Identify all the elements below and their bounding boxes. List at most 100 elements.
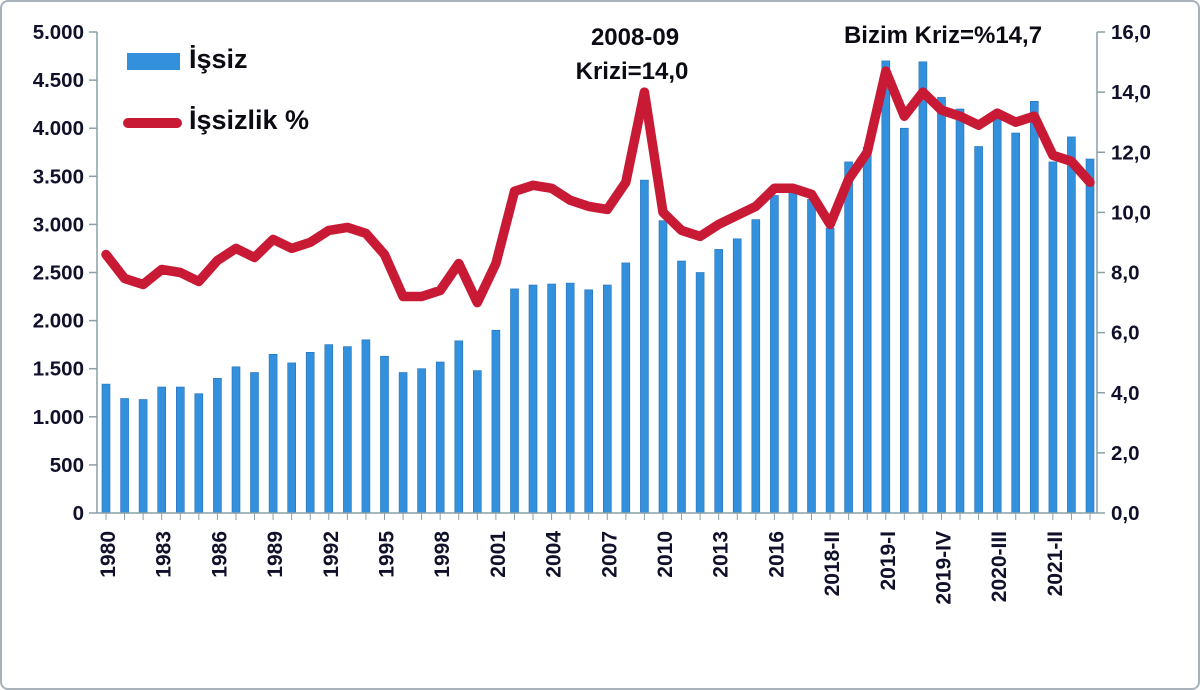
x-axis-label-2018-II: 2018-II	[821, 531, 844, 596]
bar-2021-I	[1030, 101, 1039, 514]
bar-2008	[621, 262, 631, 514]
bar-2020-IV	[1011, 132, 1021, 514]
bar-1990	[287, 362, 297, 514]
bar-2019-IV	[937, 97, 946, 514]
bar-1998	[435, 361, 445, 514]
x-axis-label-2013: 2013	[710, 531, 733, 578]
bar-2006	[584, 289, 594, 514]
legend-line-swatch	[123, 118, 182, 128]
bar-1993	[343, 346, 352, 514]
x-axis-label-2016: 2016	[765, 531, 788, 578]
left-axis-tick-label: 2.000	[33, 310, 84, 333]
x-axis-label-2020-III: 2020-III	[988, 531, 1011, 602]
bar-2021-III	[1067, 136, 1076, 514]
right-axis-tick-label: 2,0	[1111, 442, 1140, 465]
bar-1989	[268, 353, 278, 514]
x-axis-label-2007: 2007	[598, 531, 621, 578]
bar-2020-III	[992, 116, 1002, 514]
bar-1981	[120, 398, 129, 514]
left-axis-tick-label: 500	[50, 454, 84, 477]
annotation-2008-09-crisis-line1: 2008-09	[590, 24, 680, 51]
bar-2020-I	[955, 108, 965, 514]
left-axis-tick-label: 1.000	[33, 406, 84, 429]
bar-2021-IV	[1085, 158, 1095, 514]
x-axis-label-1998: 1998	[431, 531, 454, 578]
right-axis-tick-label: 12,0	[1111, 141, 1151, 164]
bar-1983	[157, 386, 166, 514]
bar-1995	[380, 355, 389, 514]
annotation-2008-09-crisis-line2: Krizi=14,0	[575, 58, 689, 85]
bar-1992	[324, 344, 334, 514]
x-axis-label-1986: 1986	[208, 531, 231, 578]
legend-bar-swatch	[127, 53, 180, 70]
left-axis-tick-label: 2.500	[33, 262, 84, 285]
bar-2001	[491, 329, 501, 514]
left-axis-tick-label: 3.500	[33, 165, 84, 188]
x-axis-label-1980: 1980	[97, 531, 120, 578]
bar-2021-II	[1048, 161, 1058, 514]
bar-2019-III	[918, 61, 928, 514]
bar-2017	[788, 188, 798, 514]
bar-1997	[417, 368, 426, 514]
bar-2009	[640, 179, 649, 514]
x-axis-label-1989: 1989	[264, 531, 287, 578]
left-axis-tick-label: 1.500	[33, 358, 84, 381]
bar-2002	[510, 288, 519, 514]
right-axis-tick-label: 10,0	[1111, 201, 1151, 224]
bar-2015	[751, 219, 761, 514]
bar-1982	[138, 399, 148, 514]
bar-2018-IV	[862, 147, 872, 514]
bar-1980	[101, 383, 111, 514]
right-axis-tick-label: 6,0	[1111, 322, 1140, 345]
x-axis-label-2019-IV: 2019-IV	[933, 531, 956, 605]
bar-2019-II	[899, 127, 909, 514]
bar-2010	[658, 220, 668, 514]
line-issizlik-rate	[101, 66, 1095, 308]
bar-2018-II	[825, 227, 835, 514]
x-axis-label-2019-I: 2019-I	[877, 531, 900, 591]
right-axis-tick-label: 14,0	[1111, 81, 1151, 104]
bars-issiz	[101, 60, 1095, 514]
annotation-2019-crisis: Bizim Kriz=%14,7	[843, 22, 1043, 49]
left-axis-tick-label: 4.000	[33, 117, 84, 140]
left-axis-tick-label: 4.500	[33, 69, 84, 92]
legend-label-issiz: İşsiz	[189, 44, 248, 74]
bar-2011	[677, 260, 686, 514]
x-axis-label-1992: 1992	[320, 531, 343, 578]
bar-1999	[454, 340, 464, 514]
left-axis-tick-label: 5.000	[33, 21, 84, 44]
bar-2004	[547, 283, 556, 514]
bar-1991	[305, 351, 315, 514]
bar-2007	[602, 284, 612, 514]
right-axis-tick-label: 4,0	[1111, 382, 1140, 405]
bar-1988	[250, 372, 259, 514]
left-axis-tick-label: 0	[73, 502, 84, 525]
bar-2016	[770, 195, 779, 514]
bar-2014	[732, 238, 742, 514]
x-axis-label-2001: 2001	[487, 531, 510, 578]
right-axis-tick-label: 16,0	[1111, 21, 1151, 44]
legend-label-issizlik: İşsizlik %	[189, 105, 310, 135]
bar-2000	[472, 370, 482, 514]
bar-2018-I	[807, 199, 816, 514]
bar-2012	[695, 272, 705, 514]
x-axis-label-2021-II: 2021-II	[1044, 531, 1067, 596]
x-axis-label-1995: 1995	[376, 531, 399, 578]
bar-2019-I	[881, 60, 891, 514]
bar-1987	[231, 366, 241, 514]
bar-2020-II	[974, 146, 983, 514]
right-axis-tick-label: 8,0	[1111, 262, 1140, 285]
bar-2013	[714, 249, 724, 514]
bar-1996	[398, 372, 408, 514]
bar-1994	[361, 339, 371, 514]
x-axis-label-2010: 2010	[654, 531, 677, 578]
left-axis-tick-label: 3.000	[33, 213, 84, 236]
bar-1984	[176, 386, 185, 514]
bar-2018-III	[844, 161, 853, 514]
bar-2005	[565, 282, 575, 514]
bar-1986	[213, 377, 222, 514]
bar-1985	[194, 393, 204, 514]
x-axis-label-2004: 2004	[543, 531, 566, 578]
